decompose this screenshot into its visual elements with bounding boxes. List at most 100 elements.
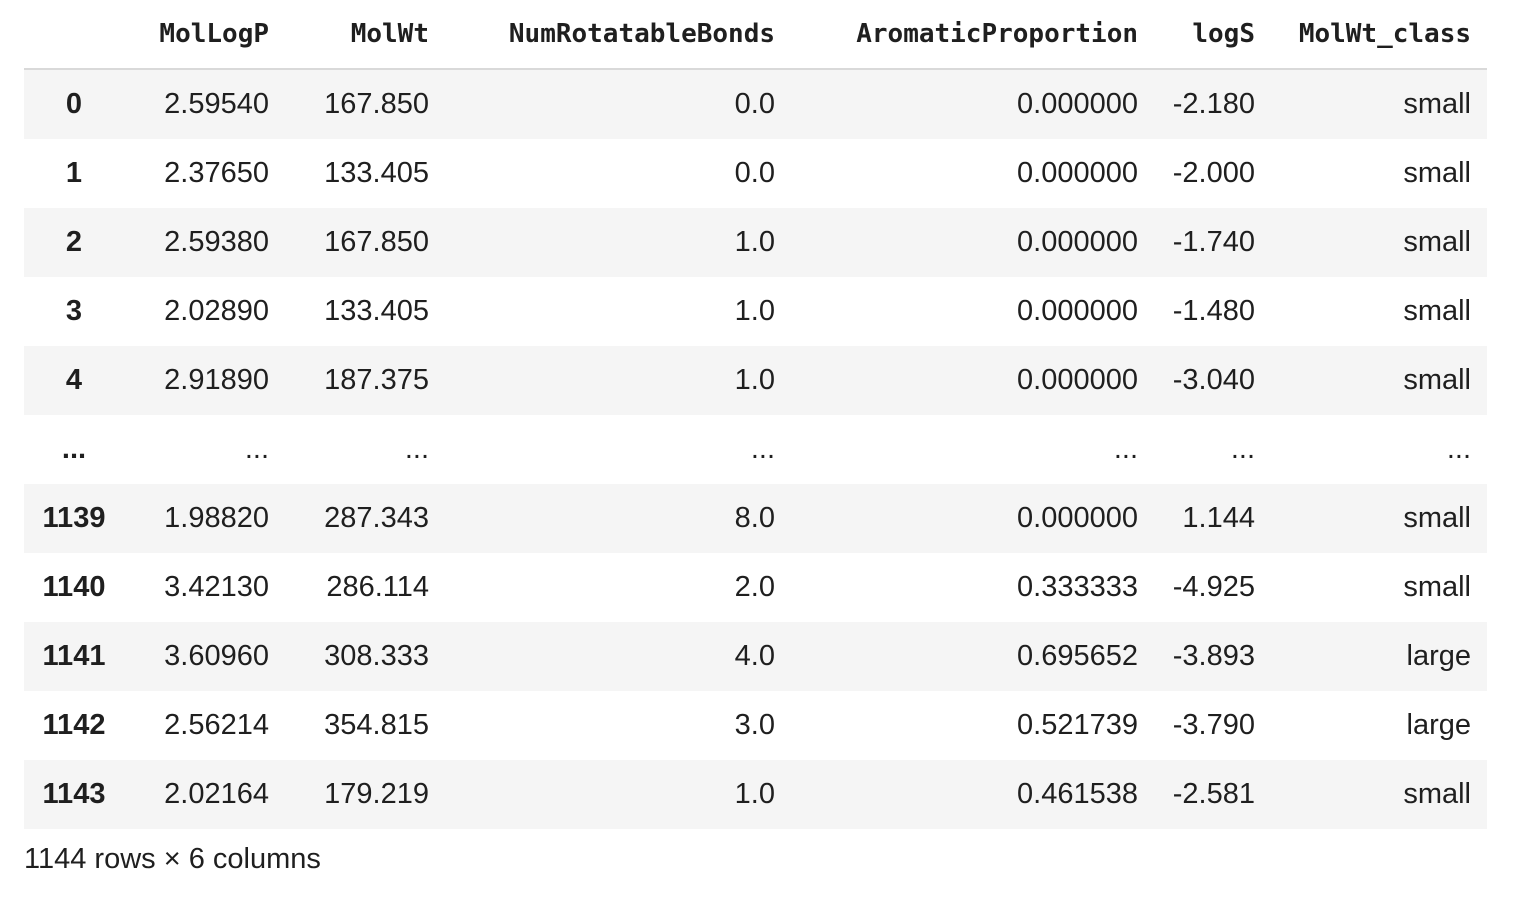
numrotatablebonds-cell: 1.0 xyxy=(734,778,775,810)
aromaticproportion-cell: 0.333333 xyxy=(1017,571,1138,603)
logs-cell: -4.925 xyxy=(1172,571,1255,603)
numrotatablebonds-cell: 0.0 xyxy=(734,88,775,120)
row-index-label: 1140 xyxy=(42,571,106,603)
logs-cell: -2.000 xyxy=(1172,157,1255,189)
molwt-class-cell: large xyxy=(1406,640,1472,672)
mollogp-cell: 1.98820 xyxy=(164,502,269,534)
table-row: 3 2.02890 133.405 1.0 0.000000 -1.480 small xyxy=(24,277,1487,346)
molwt-cell: 179.219 xyxy=(324,778,429,810)
logs-cell: ... xyxy=(1230,433,1255,465)
column-header-molwt-class: MolWt_class xyxy=(1271,0,1487,70)
molwt-class-cell: small xyxy=(1403,778,1471,810)
molwt-class-cell: small xyxy=(1403,502,1471,534)
table-row: 4 2.91890 187.375 1.0 0.000000 -3.040 small xyxy=(24,346,1487,415)
column-header-logs: logS xyxy=(1154,0,1271,70)
table-body: 0 2.59540 167.850 0.0 0.000000 -2.180 small 1 2.… xyxy=(24,69,1487,829)
logs-cell: -3.893 xyxy=(1172,640,1255,672)
numrotatablebonds-cell: 8.0 xyxy=(734,502,775,534)
mollogp-cell: 3.60960 xyxy=(164,640,269,672)
table-row: 1141 3.60960 308.333 4.0 0.695652 -3.893 large xyxy=(24,622,1487,691)
table-row: 1 2.37650 133.405 0.0 0.000000 -2.000 small xyxy=(24,139,1487,208)
row-index-label: 1 xyxy=(65,157,83,189)
row-index-label: 1139 xyxy=(42,502,106,534)
table-row: 0 2.59540 167.850 0.0 0.000000 -2.180 small xyxy=(24,69,1487,139)
logs-cell: -1.480 xyxy=(1172,295,1255,327)
mollogp-cell: 3.42130 xyxy=(164,571,269,603)
aromaticproportion-cell: 0.000000 xyxy=(1017,157,1138,189)
logs-cell: -3.040 xyxy=(1172,364,1255,396)
table-row: 1139 1.98820 287.343 8.0 0.000000 1.144 small xyxy=(24,484,1487,553)
mollogp-cell: 2.02164 xyxy=(164,778,269,810)
molwt-class-cell: small xyxy=(1403,157,1471,189)
molwt-class-cell: small xyxy=(1403,88,1471,120)
table-row: 1140 3.42130 286.114 2.0 0.333333 -4.925 small xyxy=(24,553,1487,622)
aromaticproportion-cell: ... xyxy=(1113,433,1138,465)
aromaticproportion-cell: 0.461538 xyxy=(1017,778,1138,810)
column-header-aromaticproportion: AromaticProportion xyxy=(791,0,1154,70)
column-header-mollogp: MolLogP xyxy=(124,0,285,70)
numrotatablebonds-cell: 2.0 xyxy=(734,571,775,603)
header-row: MolLogP MolWt NumRotatableBonds Aromatic… xyxy=(24,0,1487,70)
column-header-molwt: MolWt xyxy=(285,0,445,70)
molwt-cell: 167.850 xyxy=(324,88,429,120)
logs-cell: -2.180 xyxy=(1172,88,1255,120)
molwt-cell: 133.405 xyxy=(324,157,429,189)
molwt-class-cell: small xyxy=(1403,295,1471,327)
row-index-label: 1142 xyxy=(42,709,106,741)
mollogp-cell: 2.59380 xyxy=(164,226,269,258)
mollogp-cell: 2.37650 xyxy=(164,157,269,189)
mollogp-cell: 2.91890 xyxy=(164,364,269,396)
row-index-label: 4 xyxy=(65,364,83,396)
logs-cell: -3.790 xyxy=(1172,709,1255,741)
molwt-cell: 287.343 xyxy=(324,502,429,534)
molwt-cell: 286.114 xyxy=(326,571,429,603)
mollogp-cell: ... xyxy=(244,433,269,465)
dataframe-output: MolLogP MolWt NumRotatableBonds Aromatic… xyxy=(24,0,1487,829)
numrotatablebonds-cell: 1.0 xyxy=(734,226,775,258)
table-row: 1142 2.56214 354.815 3.0 0.521739 -3.790 large xyxy=(24,691,1487,760)
aromaticproportion-cell: 0.695652 xyxy=(1017,640,1138,672)
aromaticproportion-cell: 0.000000 xyxy=(1017,226,1138,258)
molwt-cell: 354.815 xyxy=(324,709,429,741)
index-column-header xyxy=(24,0,124,70)
mollogp-cell: 2.02890 xyxy=(164,295,269,327)
molwt-class-cell: large xyxy=(1406,709,1472,741)
table-row: 1143 2.02164 179.219 1.0 0.461538 -2.581 small xyxy=(24,760,1487,829)
aromaticproportion-cell: 0.521739 xyxy=(1017,709,1138,741)
row-index-label: 1141 xyxy=(42,640,106,672)
numrotatablebonds-cell: 1.0 xyxy=(734,364,775,396)
table-row: 2 2.59380 167.850 1.0 0.000000 -1.740 small xyxy=(24,208,1487,277)
molwt-class-cell: small xyxy=(1403,226,1471,258)
molwt-class-cell: ... xyxy=(1446,433,1471,465)
aromaticproportion-cell: 0.000000 xyxy=(1017,502,1138,534)
logs-cell: -1.740 xyxy=(1172,226,1255,258)
molwt-cell: ... xyxy=(404,433,429,465)
molwt-class-cell: small xyxy=(1403,571,1471,603)
molwt-cell: 187.375 xyxy=(324,364,429,396)
molwt-cell: 133.405 xyxy=(324,295,429,327)
aromaticproportion-cell: 0.000000 xyxy=(1017,295,1138,327)
numrotatablebonds-cell: 4.0 xyxy=(734,640,775,672)
mollogp-cell: 2.59540 xyxy=(164,88,269,120)
molwt-cell: 167.850 xyxy=(324,226,429,258)
dataframe-table: MolLogP MolWt NumRotatableBonds Aromatic… xyxy=(24,0,1487,829)
row-index-label: 3 xyxy=(65,295,83,327)
row-index-label: ... xyxy=(61,433,87,465)
aromaticproportion-cell: 0.000000 xyxy=(1017,364,1138,396)
numrotatablebonds-cell: 0.0 xyxy=(734,157,775,189)
ellipsis-row: ..................... xyxy=(24,415,1487,484)
row-index-label: 2 xyxy=(65,226,83,258)
aromaticproportion-cell: 0.000000 xyxy=(1017,88,1138,120)
logs-cell: 1.144 xyxy=(1182,502,1255,534)
numrotatablebonds-cell: 3.0 xyxy=(734,709,775,741)
row-index-label: 1143 xyxy=(42,778,106,810)
logs-cell: -2.581 xyxy=(1172,778,1255,810)
row-index-label: 0 xyxy=(65,88,83,120)
mollogp-cell: 2.56214 xyxy=(164,709,269,741)
column-header-numrotatablebonds: NumRotatableBonds xyxy=(445,0,791,70)
numrotatablebonds-cell: 1.0 xyxy=(734,295,775,327)
numrotatablebonds-cell: ... xyxy=(750,433,775,465)
molwt-cell: 308.333 xyxy=(324,640,429,672)
molwt-class-cell: small xyxy=(1403,364,1471,396)
dataframe-shape-summary: 1144 rows × 6 columns xyxy=(24,843,321,875)
